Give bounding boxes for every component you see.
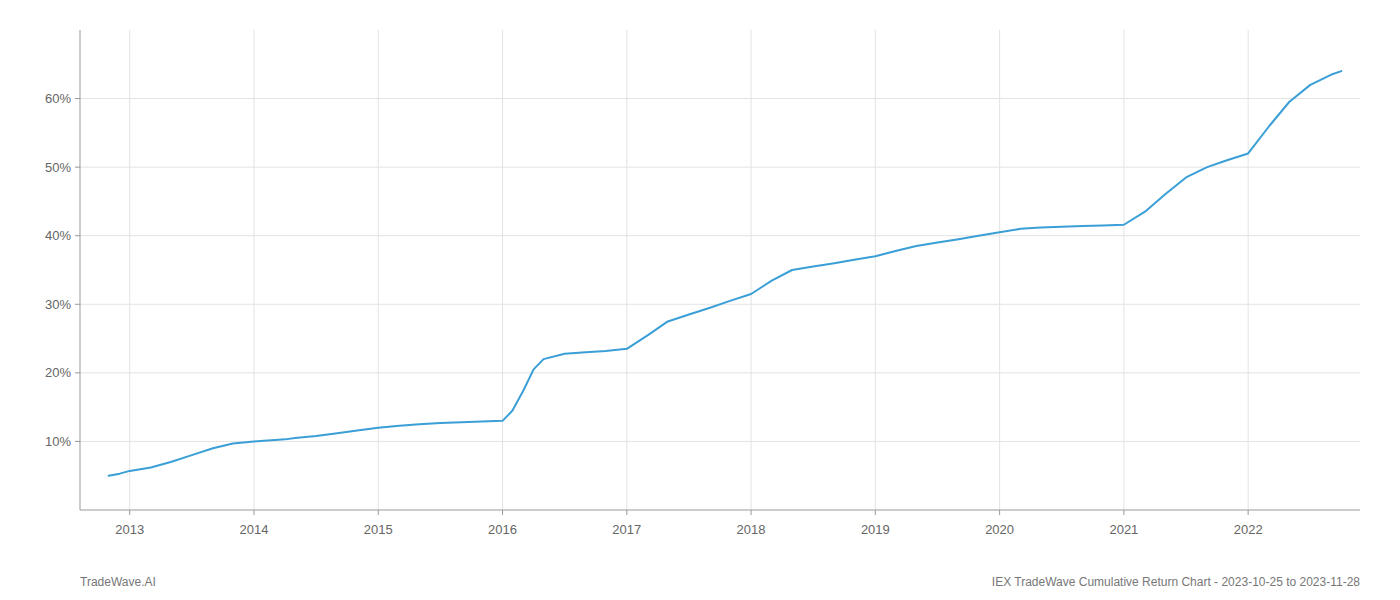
- x-grid-line: [626, 30, 627, 510]
- x-grid-line: [378, 30, 379, 510]
- x-tick: [378, 510, 379, 515]
- y-tick: [75, 98, 80, 99]
- x-grid-line: [253, 30, 254, 510]
- x-tick: [1248, 510, 1249, 515]
- y-tick-label: 10%: [45, 434, 71, 449]
- x-tick: [129, 510, 130, 515]
- x-grid-line: [1123, 30, 1124, 510]
- x-tick: [626, 510, 627, 515]
- x-tick: [875, 510, 876, 515]
- x-tick-label: 2019: [861, 522, 890, 537]
- y-tick-label: 50%: [45, 160, 71, 175]
- y-tick-label: 60%: [45, 91, 71, 106]
- x-tick-label: 2020: [985, 522, 1014, 537]
- y-tick: [75, 372, 80, 373]
- x-tick: [751, 510, 752, 515]
- x-tick-label: 2014: [240, 522, 269, 537]
- x-grid-line: [129, 30, 130, 510]
- grid: [80, 30, 1360, 510]
- x-tick: [999, 510, 1000, 515]
- y-grid-line: [80, 372, 1360, 373]
- chart: 2013 2014 2015 2016 2017 2018 2019 2020 2021 2022…: [0, 0, 1400, 600]
- axes: 2013 2014 2015 2016 2017 2018 2019 2020 2021 2022…: [45, 30, 1360, 537]
- x-grid-line: [751, 30, 752, 510]
- x-tick-label: 2015: [364, 522, 393, 537]
- x-tick-label: 2013: [115, 522, 144, 537]
- x-tick-label: 2018: [737, 522, 766, 537]
- x-axis-line: [80, 510, 1360, 511]
- x-grid-line: [502, 30, 503, 510]
- background: [0, 0, 1400, 600]
- y-axis-line: [80, 30, 81, 510]
- y-grid-line: [80, 235, 1360, 236]
- return-line: [109, 71, 1342, 476]
- y-tick: [75, 167, 80, 168]
- x-grid-line: [875, 30, 876, 510]
- x-tick-label: 2021: [1109, 522, 1138, 537]
- y-tick-label: 30%: [45, 297, 71, 312]
- y-grid-line: [80, 98, 1360, 99]
- plot-area: [109, 71, 1342, 476]
- footer-right: IEX TradeWave Cumulative Return Chart - …: [992, 575, 1361, 589]
- footer-left: TradeWave.AI: [80, 575, 156, 589]
- x-grid-line: [1248, 30, 1249, 510]
- y-tick: [75, 235, 80, 236]
- x-tick: [1123, 510, 1124, 515]
- x-tick: [253, 510, 254, 515]
- x-tick: [502, 510, 503, 515]
- x-grid-line: [999, 30, 1000, 510]
- y-grid-line: [80, 167, 1360, 168]
- y-tick-label: 40%: [45, 228, 71, 243]
- y-tick-label: 20%: [45, 365, 71, 380]
- x-tick-label: 2022: [1234, 522, 1263, 537]
- x-tick-label: 2016: [488, 522, 517, 537]
- y-tick: [75, 304, 80, 305]
- y-tick: [75, 441, 80, 442]
- x-tick-label: 2017: [612, 522, 641, 537]
